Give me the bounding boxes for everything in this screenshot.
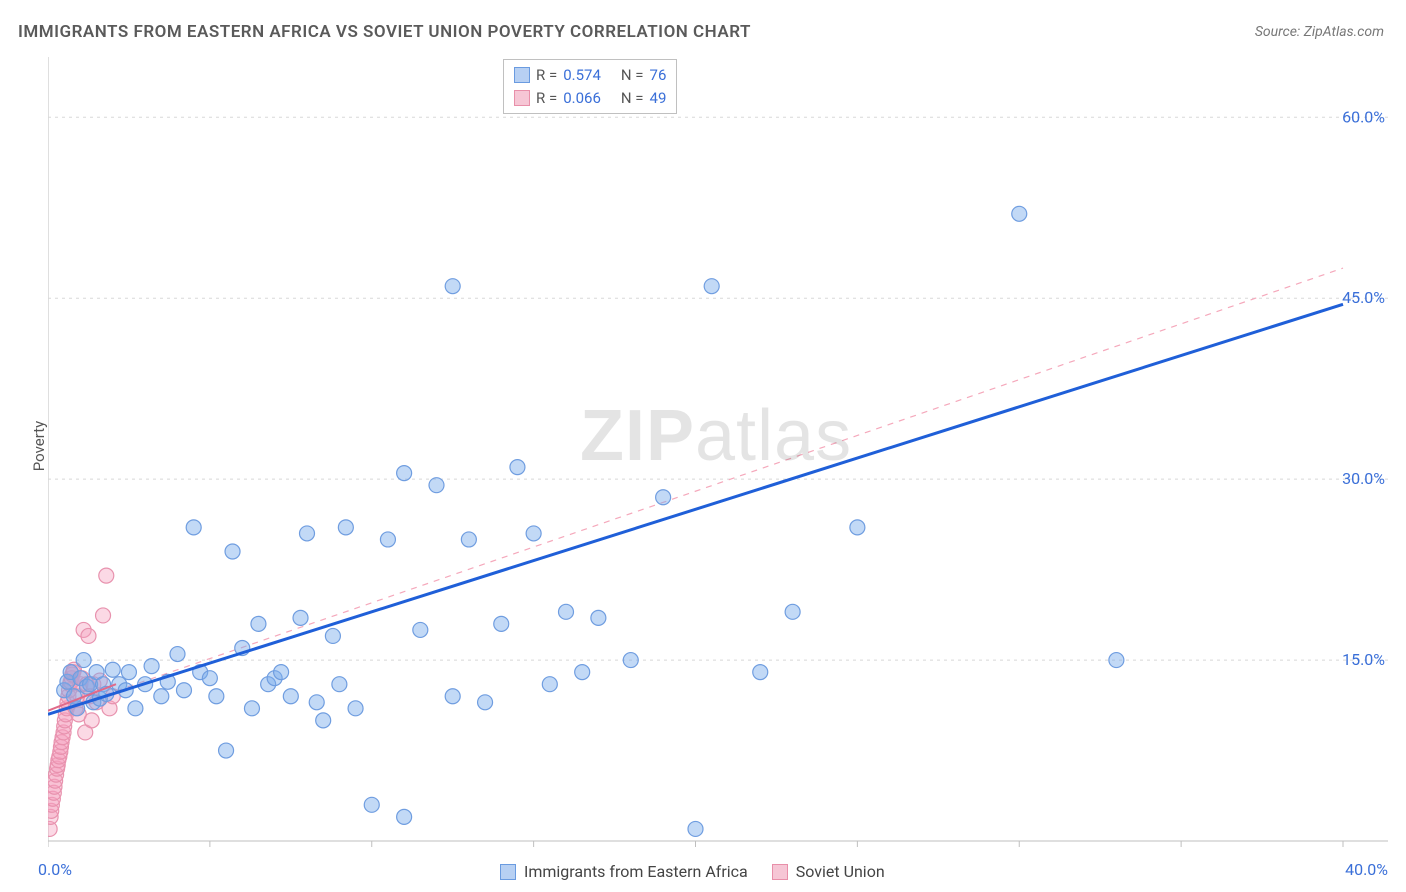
y-tick-label: 60.0% — [1342, 107, 1385, 126]
data-point — [219, 743, 234, 758]
legend-r-value: 0.066 — [563, 87, 601, 110]
data-point — [656, 490, 671, 505]
data-point — [575, 665, 590, 680]
legend-item: Immigrants from Eastern Africa — [500, 862, 748, 881]
legend-swatch — [500, 864, 516, 880]
data-point — [445, 689, 460, 704]
chart-container: { "title": "IMMIGRANTS FROM EASTERN AFRI… — [0, 0, 1406, 892]
legend-label: Immigrants from Eastern Africa — [524, 862, 748, 881]
legend-swatch — [514, 90, 530, 106]
data-point — [144, 659, 159, 674]
data-point — [251, 616, 266, 631]
data-point — [293, 610, 308, 625]
legend-label: Soviet Union — [796, 862, 885, 881]
data-point — [300, 526, 315, 541]
data-point — [76, 653, 91, 668]
data-point — [309, 695, 324, 710]
data-point — [176, 683, 191, 698]
series-legend: Immigrants from Eastern Africa Soviet Uni… — [500, 862, 885, 881]
data-point — [1109, 653, 1124, 668]
data-point — [542, 677, 557, 692]
x-tick-max: 40.0% — [1345, 860, 1388, 879]
y-tick-label: 30.0% — [1342, 469, 1385, 488]
data-point — [325, 628, 340, 643]
data-point — [429, 478, 444, 493]
legend-swatch — [514, 67, 530, 83]
data-point — [316, 713, 331, 728]
chart-title: IMMIGRANTS FROM EASTERN AFRICA VS SOVIET… — [18, 22, 751, 42]
data-point — [81, 628, 96, 643]
data-point — [785, 604, 800, 619]
chart-plot-area: 15.0% 30.0% 45.0% 60.0% — [48, 55, 1388, 863]
legend-n-label: N = — [621, 64, 644, 87]
data-point — [283, 689, 298, 704]
x-tick-min: 0.0% — [38, 860, 72, 879]
data-point — [494, 616, 509, 631]
legend-r-value: 0.574 — [563, 64, 601, 87]
correlation-legend: R = 0.574 N = 76 R = 0.066 N = 49 — [503, 59, 677, 114]
legend-n-value: 76 — [650, 64, 667, 87]
data-point — [128, 701, 143, 716]
data-point — [274, 665, 289, 680]
y-tick-label: 45.0% — [1342, 288, 1385, 307]
data-point — [1012, 206, 1027, 221]
data-point — [202, 671, 217, 686]
data-point — [186, 520, 201, 535]
data-point — [225, 544, 240, 559]
y-axis-label: Poverty — [30, 421, 48, 471]
legend-r-label: R = — [536, 87, 557, 110]
data-point — [704, 279, 719, 294]
legend-item: Soviet Union — [772, 862, 885, 881]
data-point — [84, 713, 99, 728]
legend-n-value: 49 — [650, 87, 667, 110]
data-point — [121, 665, 136, 680]
data-point — [413, 622, 428, 637]
data-point — [338, 520, 353, 535]
source-attribution: Source: ZipAtlas.com — [1255, 24, 1384, 40]
data-point — [332, 677, 347, 692]
legend-row: R = 0.066 N = 49 — [514, 87, 666, 110]
data-point — [348, 701, 363, 716]
data-point — [526, 526, 541, 541]
data-point — [510, 460, 525, 475]
data-point — [99, 568, 114, 583]
data-point — [96, 608, 111, 623]
data-point — [397, 466, 412, 481]
legend-swatch — [772, 864, 788, 880]
data-point — [445, 279, 460, 294]
data-point — [209, 689, 224, 704]
data-point — [244, 701, 259, 716]
data-point — [478, 695, 493, 710]
data-point — [753, 665, 768, 680]
data-point — [170, 647, 185, 662]
legend-r-label: R = — [536, 64, 557, 87]
data-point — [380, 532, 395, 547]
data-point — [623, 653, 638, 668]
data-point — [559, 604, 574, 619]
data-point — [154, 689, 169, 704]
data-point — [688, 821, 703, 836]
trend-line-eastern-africa — [48, 304, 1343, 714]
y-tick-label: 15.0% — [1342, 650, 1385, 669]
legend-n-label: N = — [621, 87, 644, 110]
data-point — [397, 809, 412, 824]
data-point — [364, 797, 379, 812]
data-point — [850, 520, 865, 535]
data-point — [105, 662, 120, 677]
data-point — [591, 610, 606, 625]
legend-row: R = 0.574 N = 76 — [514, 64, 666, 87]
data-point — [461, 532, 476, 547]
